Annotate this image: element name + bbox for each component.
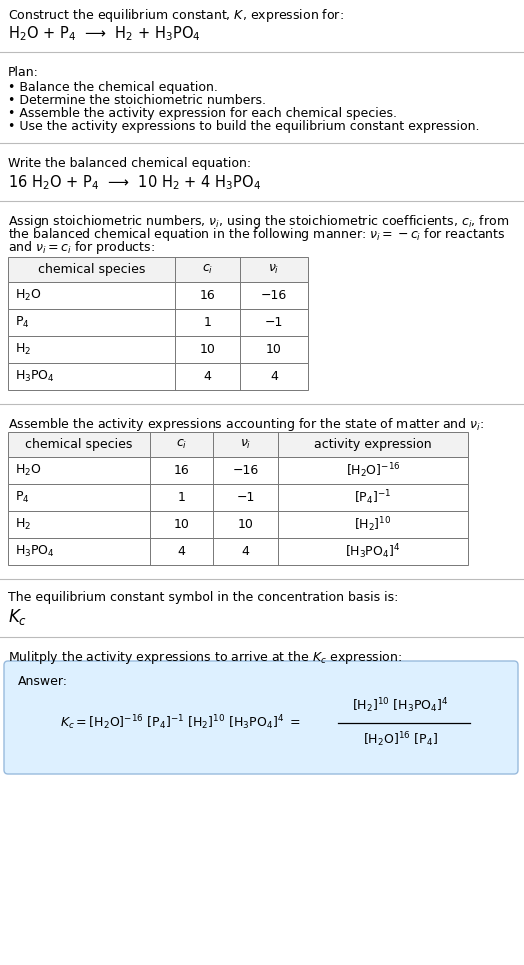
FancyBboxPatch shape	[8, 511, 468, 538]
Text: $\nu_i$: $\nu_i$	[240, 438, 251, 451]
FancyBboxPatch shape	[8, 336, 308, 363]
Text: the balanced chemical equation in the following manner: $\nu_i = -c_i$ for react: the balanced chemical equation in the fo…	[8, 226, 506, 243]
Text: [H$_2$]$^{10}$: [H$_2$]$^{10}$	[354, 515, 392, 534]
Text: 4: 4	[270, 370, 278, 383]
Text: • Assemble the activity expression for each chemical species.: • Assemble the activity expression for e…	[8, 107, 397, 120]
Text: Plan:: Plan:	[8, 66, 39, 79]
Text: $c_i$: $c_i$	[176, 438, 187, 451]
Text: • Determine the stoichiometric numbers.: • Determine the stoichiometric numbers.	[8, 94, 266, 107]
Text: Answer:: Answer:	[18, 675, 68, 688]
FancyBboxPatch shape	[8, 432, 468, 457]
Text: 4: 4	[242, 545, 249, 558]
Text: H$_2$O: H$_2$O	[15, 288, 41, 303]
Text: H$_2$: H$_2$	[15, 342, 31, 357]
Text: 4: 4	[178, 545, 185, 558]
Text: 16 H$_2$O + P$_4$  ⟶  10 H$_2$ + 4 H$_3$PO$_4$: 16 H$_2$O + P$_4$ ⟶ 10 H$_2$ + 4 H$_3$PO…	[8, 173, 261, 192]
Text: 10: 10	[266, 343, 282, 356]
Text: P$_4$: P$_4$	[15, 315, 30, 330]
Text: −16: −16	[232, 464, 259, 477]
Text: H$_3$PO$_4$: H$_3$PO$_4$	[15, 369, 55, 384]
Text: Construct the equilibrium constant, $K$, expression for:: Construct the equilibrium constant, $K$,…	[8, 7, 344, 24]
Text: $K_c$: $K_c$	[8, 607, 27, 627]
Text: Write the balanced chemical equation:: Write the balanced chemical equation:	[8, 157, 251, 170]
FancyBboxPatch shape	[8, 282, 308, 309]
Text: • Balance the chemical equation.: • Balance the chemical equation.	[8, 81, 218, 94]
Text: 1: 1	[203, 316, 212, 329]
Text: [H$_2$O]$^{-16}$: [H$_2$O]$^{-16}$	[346, 461, 400, 480]
Text: and $\nu_i = c_i$ for products:: and $\nu_i = c_i$ for products:	[8, 239, 155, 256]
Text: [H$_3$PO$_4$]$^{4}$: [H$_3$PO$_4$]$^{4}$	[345, 542, 401, 561]
Text: −1: −1	[236, 491, 255, 504]
Text: • Use the activity expressions to build the equilibrium constant expression.: • Use the activity expressions to build …	[8, 120, 479, 133]
FancyBboxPatch shape	[8, 538, 468, 565]
FancyBboxPatch shape	[8, 309, 308, 336]
Text: 10: 10	[237, 518, 254, 531]
Text: $K_c = [\mathrm{H_2O}]^{-16}\ [\mathrm{P_4}]^{-1}\ [\mathrm{H_2}]^{10}\ [\mathrm: $K_c = [\mathrm{H_2O}]^{-16}\ [\mathrm{P…	[60, 714, 300, 732]
Text: $[\mathrm{H_2}]^{10}\ [\mathrm{H_3PO_4}]^{4}$: $[\mathrm{H_2}]^{10}\ [\mathrm{H_3PO_4}]…	[352, 697, 449, 715]
FancyBboxPatch shape	[8, 457, 468, 484]
Text: −16: −16	[261, 289, 287, 302]
Text: 10: 10	[173, 518, 190, 531]
Text: $\nu_i$: $\nu_i$	[268, 262, 280, 276]
Text: H$_2$O: H$_2$O	[15, 463, 41, 478]
Text: Assign stoichiometric numbers, $\nu_i$, using the stoichiometric coefficients, $: Assign stoichiometric numbers, $\nu_i$, …	[8, 213, 509, 230]
Text: P$_4$: P$_4$	[15, 490, 30, 505]
Text: 1: 1	[178, 491, 185, 504]
Text: $c_i$: $c_i$	[202, 262, 213, 276]
FancyBboxPatch shape	[4, 661, 518, 774]
Text: Assemble the activity expressions accounting for the state of matter and $\nu_i$: Assemble the activity expressions accoun…	[8, 416, 484, 433]
Text: −1: −1	[265, 316, 283, 329]
FancyBboxPatch shape	[8, 484, 468, 511]
Text: H$_2$O + P$_4$  ⟶  H$_2$ + H$_3$PO$_4$: H$_2$O + P$_4$ ⟶ H$_2$ + H$_3$PO$_4$	[8, 24, 201, 42]
Text: H$_3$PO$_4$: H$_3$PO$_4$	[15, 544, 55, 559]
Text: 16: 16	[173, 464, 189, 477]
Text: 16: 16	[200, 289, 215, 302]
Text: [P$_4$]$^{-1}$: [P$_4$]$^{-1}$	[354, 488, 392, 507]
Text: $[\mathrm{H_2O}]^{16}\ [\mathrm{P_4}]$: $[\mathrm{H_2O}]^{16}\ [\mathrm{P_4}]$	[363, 731, 438, 750]
FancyBboxPatch shape	[8, 257, 308, 282]
Text: activity expression: activity expression	[314, 438, 432, 451]
Text: The equilibrium constant symbol in the concentration basis is:: The equilibrium constant symbol in the c…	[8, 591, 398, 604]
Text: Mulitply the activity expressions to arrive at the $K_c$ expression:: Mulitply the activity expressions to arr…	[8, 649, 402, 666]
Text: 4: 4	[203, 370, 212, 383]
Text: 10: 10	[200, 343, 215, 356]
FancyBboxPatch shape	[8, 363, 308, 390]
Text: chemical species: chemical species	[25, 438, 133, 451]
Text: H$_2$: H$_2$	[15, 517, 31, 532]
Text: chemical species: chemical species	[38, 263, 145, 276]
